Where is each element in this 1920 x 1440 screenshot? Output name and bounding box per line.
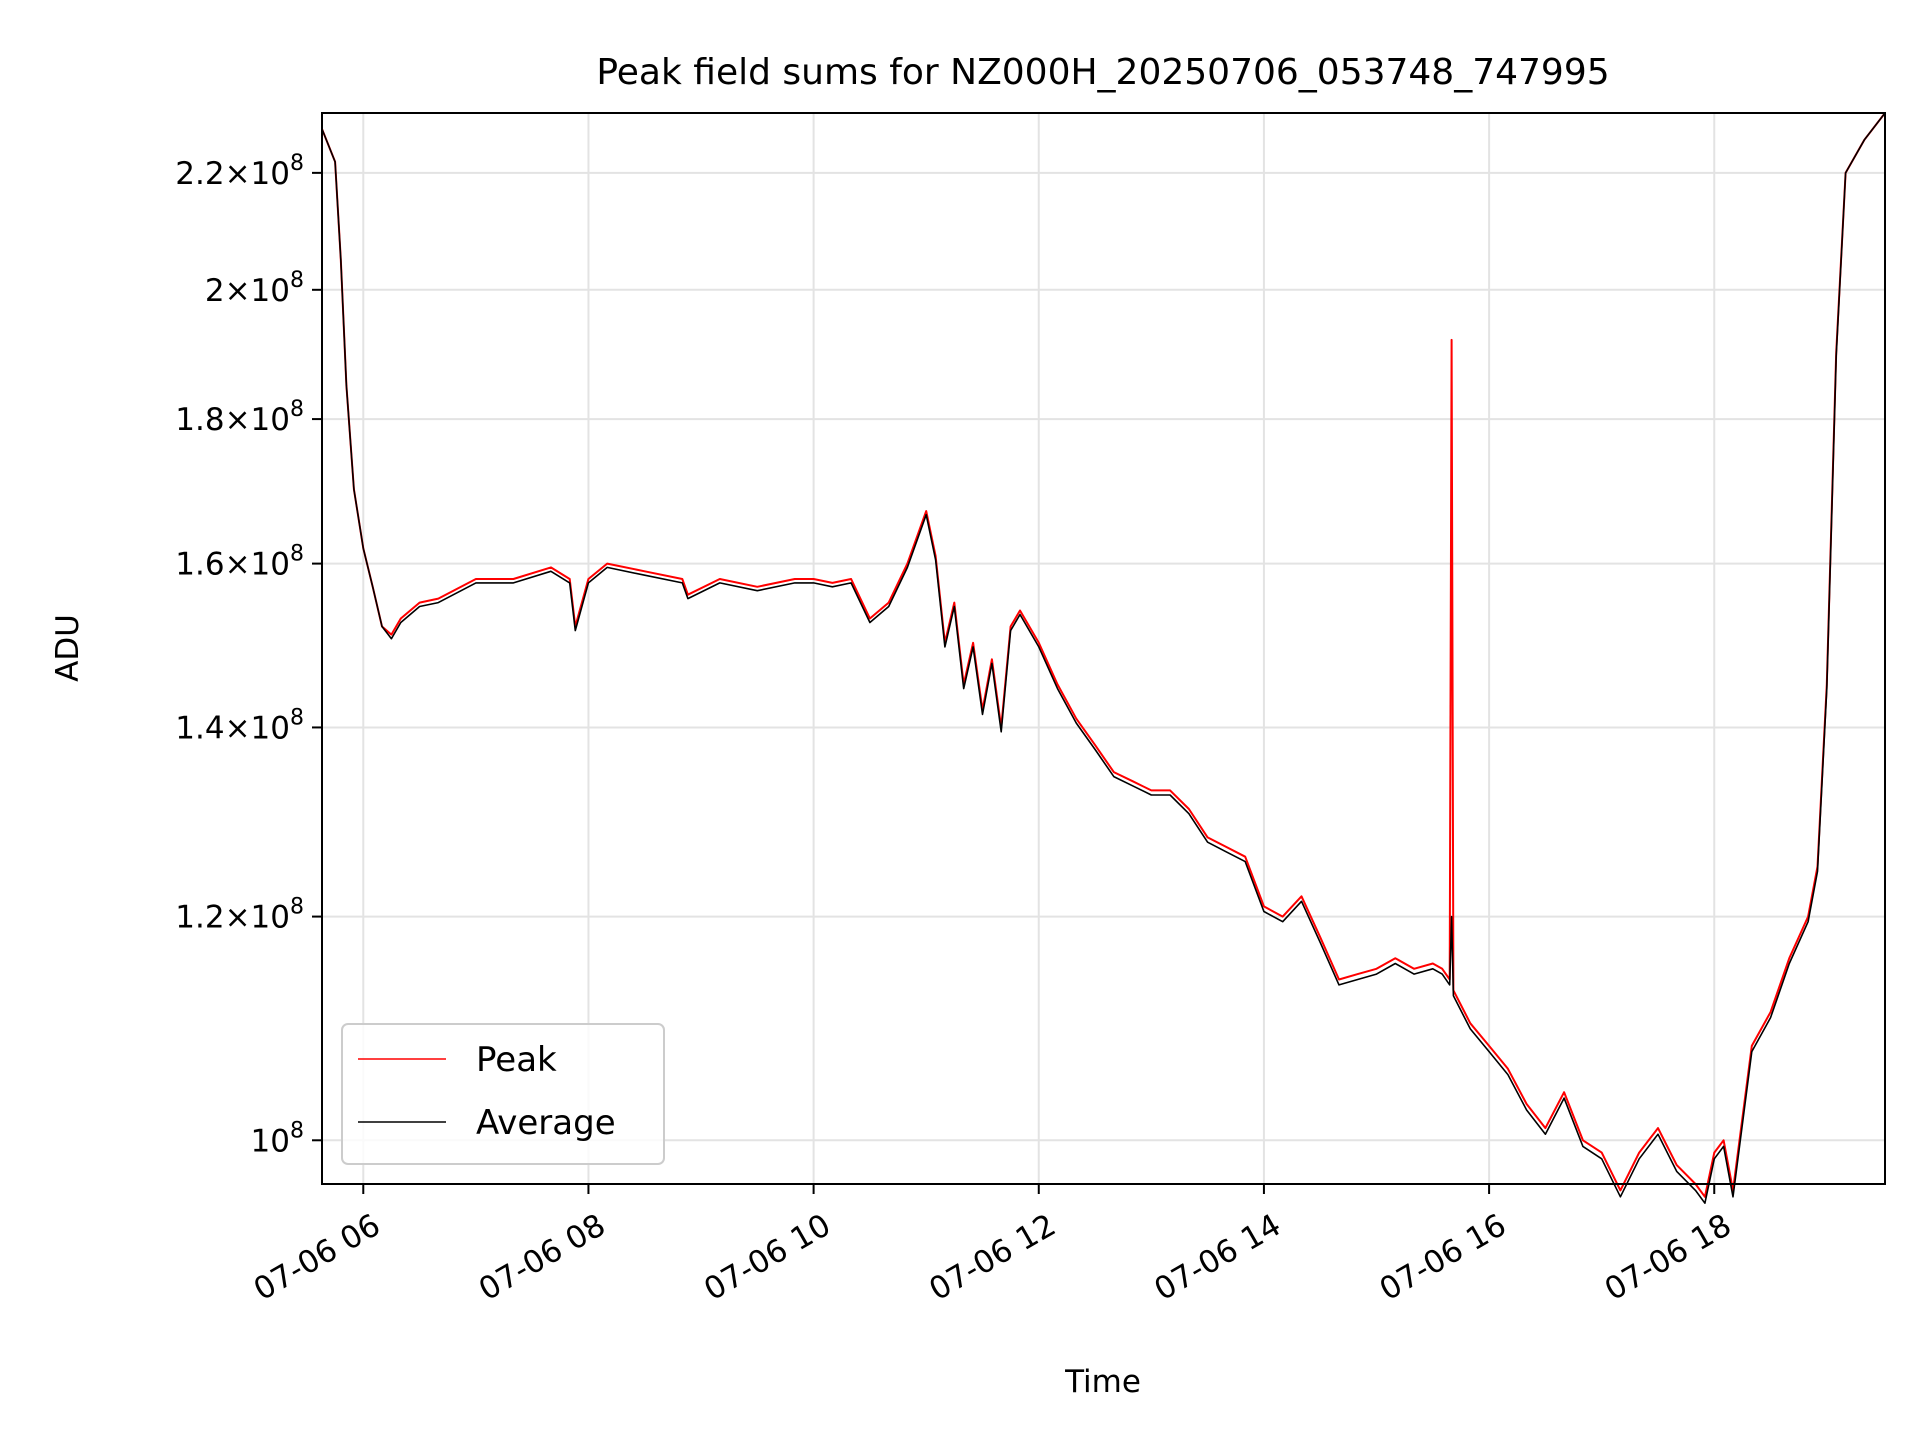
y-tick-label: 1.6×108: [175, 542, 304, 583]
legend: Peak Average: [341, 1023, 665, 1165]
chart-title: Peak field sums for NZ000H_20250706_0537…: [596, 52, 1609, 93]
y-axis: 108 1.2×108 1.4×108 1.6×108 1.8×108 2×108 2.2×…: [175, 151, 322, 1159]
legend-peak-label: Peak: [476, 1040, 557, 1080]
y-tick-label: 108: [251, 1118, 304, 1159]
y-axis-label: ADU: [50, 614, 86, 682]
y-tick-label: 1.4×108: [175, 705, 304, 746]
y-tick-label: 1.8×108: [175, 397, 304, 438]
x-axis-label: Time: [1064, 1364, 1141, 1400]
series-line-average: [321, 112, 1886, 1204]
plot-frame: [321, 112, 1886, 1185]
legend-average-label: Average: [476, 1103, 616, 1143]
series-layer: [321, 112, 1886, 1204]
y-tick-label: 1.2×108: [175, 895, 304, 936]
y-tick-label: 2.2×108: [175, 151, 304, 192]
y-tick-label: 2×108: [205, 268, 304, 309]
